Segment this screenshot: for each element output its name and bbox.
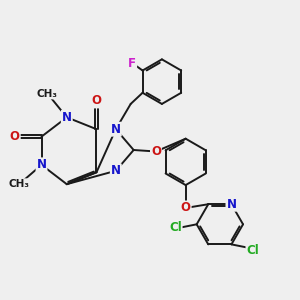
- Text: O: O: [10, 130, 20, 143]
- Text: CH₃: CH₃: [37, 88, 58, 98]
- Text: Cl: Cl: [169, 221, 182, 234]
- Text: O: O: [181, 202, 191, 214]
- Text: N: N: [62, 111, 72, 124]
- Text: N: N: [37, 158, 46, 171]
- Text: N: N: [111, 164, 121, 177]
- Text: N: N: [226, 198, 236, 211]
- Text: O: O: [92, 94, 101, 107]
- Text: Cl: Cl: [247, 244, 259, 257]
- Text: CH₃: CH₃: [9, 179, 30, 189]
- Text: F: F: [128, 57, 136, 70]
- Text: O: O: [151, 145, 161, 158]
- Text: N: N: [111, 123, 121, 136]
